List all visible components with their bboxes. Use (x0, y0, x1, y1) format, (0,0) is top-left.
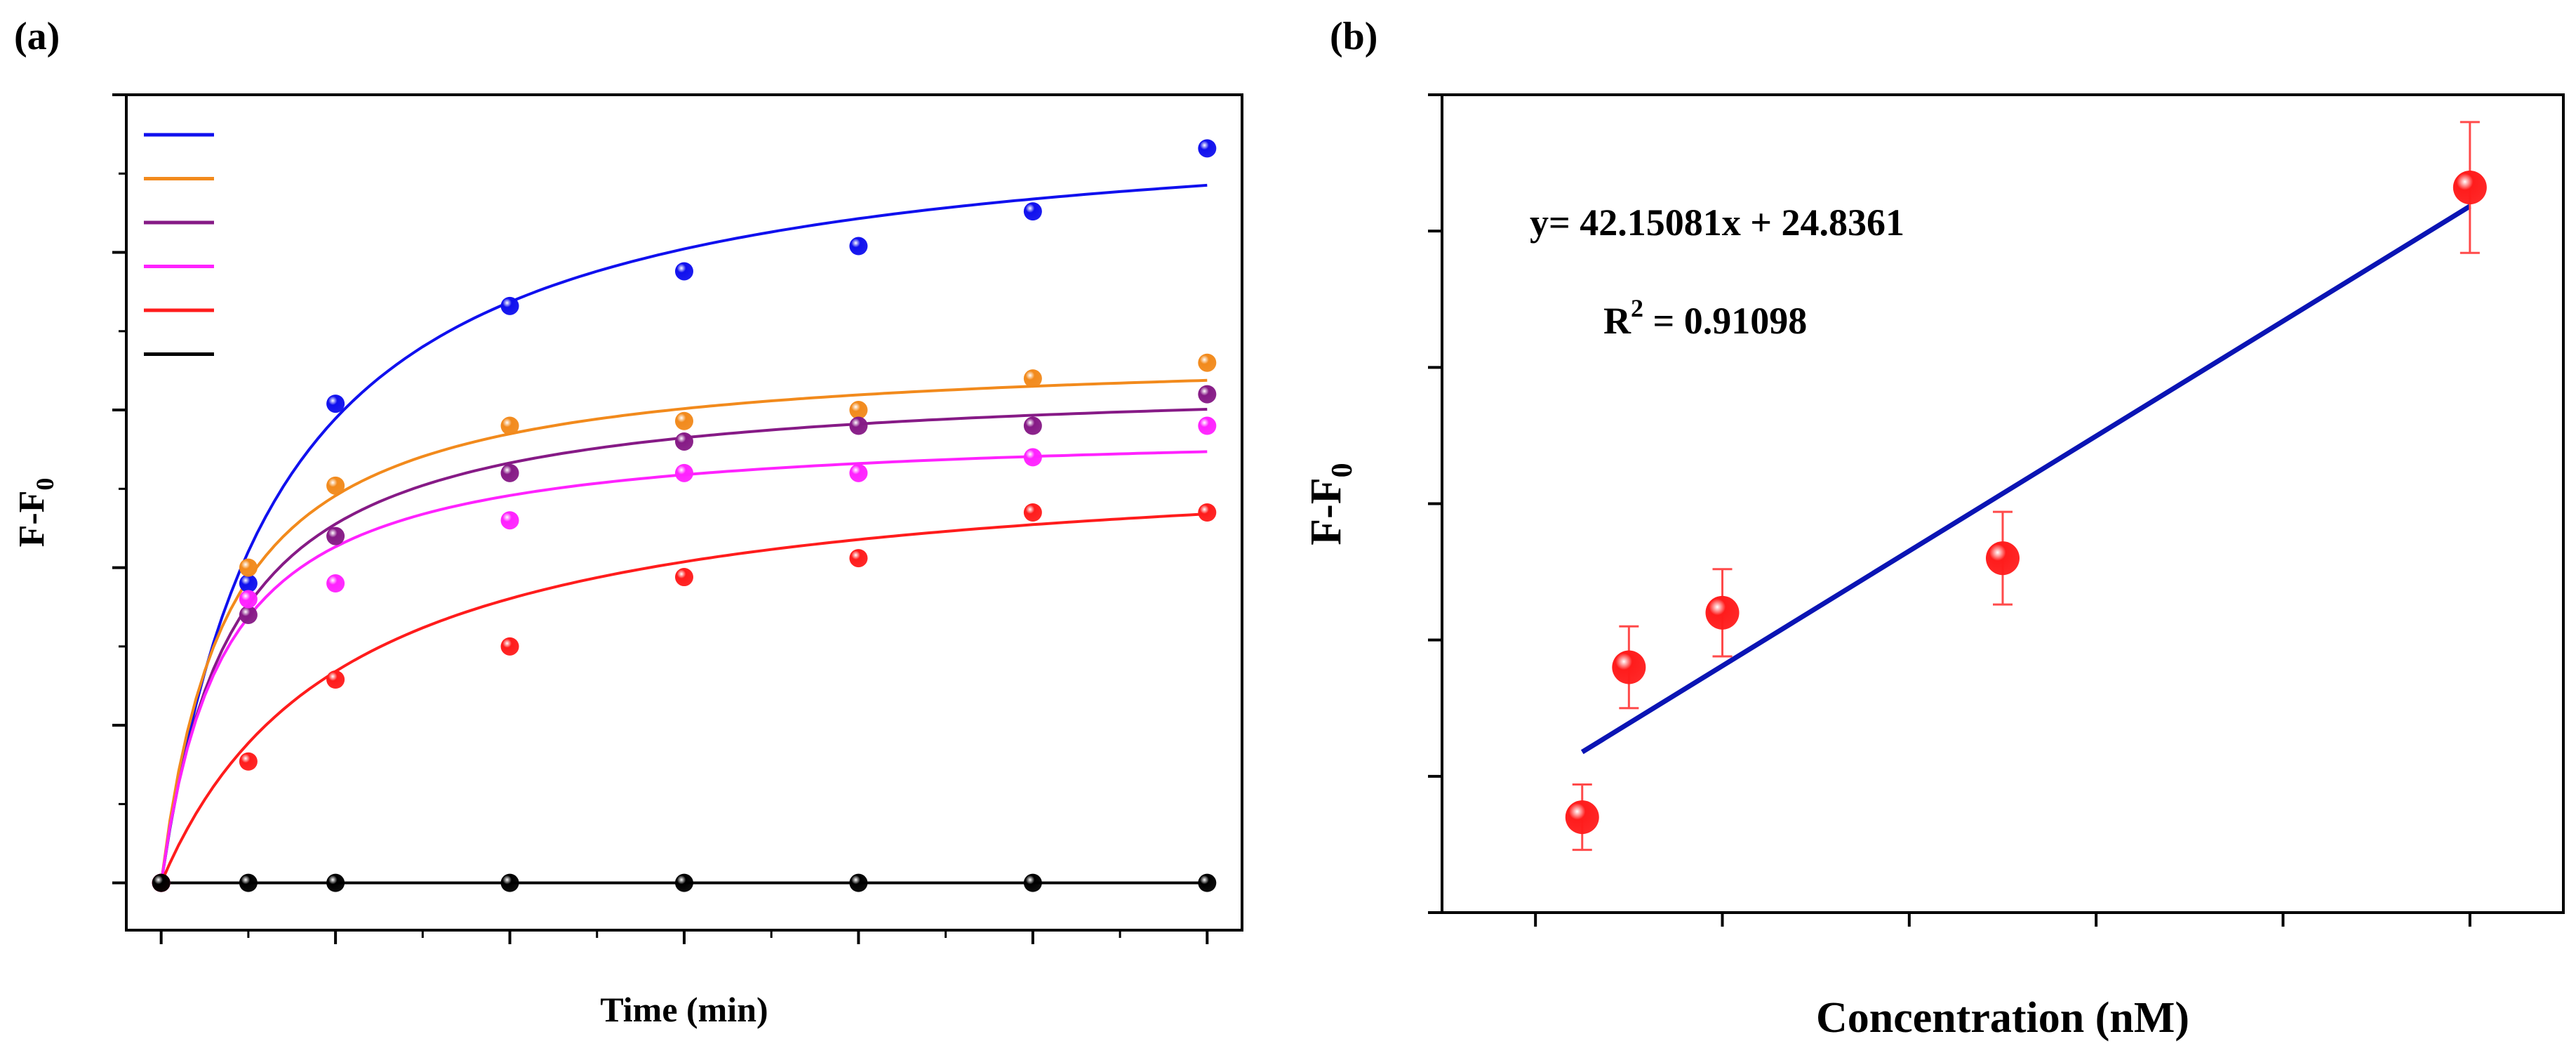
b-point-3 (1986, 541, 2020, 576)
svg-text:F-F0: F-F0 (12, 478, 59, 548)
panel-b-y-label-sub: 0 (1326, 463, 1359, 477)
panel-a-y-label-sub: 0 (31, 478, 59, 491)
a-point-1-1 (239, 558, 258, 577)
a-point-2-1 (239, 605, 258, 624)
panel-b-plot (1565, 121, 2487, 852)
panel-b-equation: y= 42.15081x + 24.8361 (1530, 201, 1904, 244)
panel-a-y-axis (112, 93, 126, 885)
a-point-1-3 (500, 416, 519, 435)
a-point-4-3 (500, 637, 519, 656)
a-point-2-6 (1023, 416, 1042, 435)
a-point-5-0 (152, 873, 171, 892)
a-point-2-2 (326, 526, 345, 545)
a-point-1-7 (1198, 353, 1217, 372)
a-point-3-1 (239, 590, 258, 609)
b-fit-line (1580, 204, 2471, 755)
b-point-1 (1612, 650, 1646, 684)
b-point-4 (2452, 171, 2487, 205)
r2-prefix: R (1603, 300, 1631, 342)
a-point-0-3 (500, 296, 519, 315)
panel-a-legend (144, 133, 214, 356)
a-point-4-1 (239, 752, 258, 771)
a-point-0-1 (239, 574, 258, 593)
a-point-5-3 (500, 873, 519, 892)
a-point-3-3 (500, 511, 519, 530)
a-point-0-5 (849, 237, 868, 256)
a-point-5-7 (1198, 873, 1217, 892)
a-point-3-4 (675, 463, 693, 482)
a-point-5-4 (675, 873, 693, 892)
a-point-4-4 (675, 568, 693, 587)
panel-a-x-axis (159, 930, 1209, 944)
panel-a-y-label-main: F-F (12, 491, 52, 548)
panel-b-r-squared: R2 = 0.91098 (1603, 294, 1807, 342)
a-point-0-7 (1198, 139, 1217, 158)
a-fit-curve-0 (159, 183, 1208, 883)
panel-a-label: (a) (14, 15, 60, 58)
r2-sup: 2 (1631, 294, 1643, 322)
a-point-3-2 (326, 574, 345, 593)
a-point-5-5 (849, 873, 868, 892)
a-point-4-2 (326, 670, 345, 689)
panel-b-y-axis (1428, 93, 1442, 914)
a-point-0-4 (675, 262, 693, 281)
a-point-5-2 (326, 873, 345, 892)
a-point-2-5 (849, 416, 868, 435)
panel-b: (b) Concentration (nM) F-F0 y= 42.15081x… (1302, 15, 2565, 1042)
panel-a: (a) Time (min) F-F0 (12, 15, 1243, 1029)
a-point-2-3 (500, 463, 519, 482)
a-point-2-7 (1198, 385, 1217, 404)
panel-a-plot (152, 139, 1217, 892)
a-point-4-6 (1023, 503, 1042, 522)
a-point-5-6 (1023, 873, 1042, 892)
a-point-2-4 (675, 432, 693, 451)
svg-text:F-F0: F-F0 (1302, 463, 1359, 545)
r2-suffix: = 0.91098 (1643, 300, 1807, 342)
a-point-5-1 (239, 873, 258, 892)
a-point-0-2 (326, 395, 345, 413)
panel-b-x-axis (1534, 913, 2471, 927)
a-point-0-6 (1023, 202, 1042, 221)
panel-b-y-label: F-F0 (1302, 463, 1359, 545)
panel-a-x-label: Time (min) (600, 990, 768, 1029)
a-point-1-4 (675, 411, 693, 430)
b-point-0 (1565, 800, 1599, 835)
a-point-1-2 (326, 476, 345, 495)
panel-a-frame (125, 93, 1243, 932)
panel-b-x-label: Concentration (nM) (1816, 994, 2189, 1042)
b-point-2 (1705, 595, 1740, 630)
panel-b-label: (b) (1330, 15, 1377, 58)
a-fit-curve-3 (159, 450, 1208, 883)
a-point-4-7 (1198, 503, 1217, 522)
a-point-3-7 (1198, 416, 1217, 435)
panel-b-y-label-main: F-F (1302, 477, 1350, 545)
a-point-3-6 (1023, 448, 1042, 467)
panel-a-y-label: F-F0 (12, 478, 59, 548)
a-point-4-5 (849, 549, 868, 568)
a-point-3-5 (849, 463, 868, 482)
a-point-1-5 (849, 401, 868, 420)
a-point-1-6 (1023, 369, 1042, 388)
